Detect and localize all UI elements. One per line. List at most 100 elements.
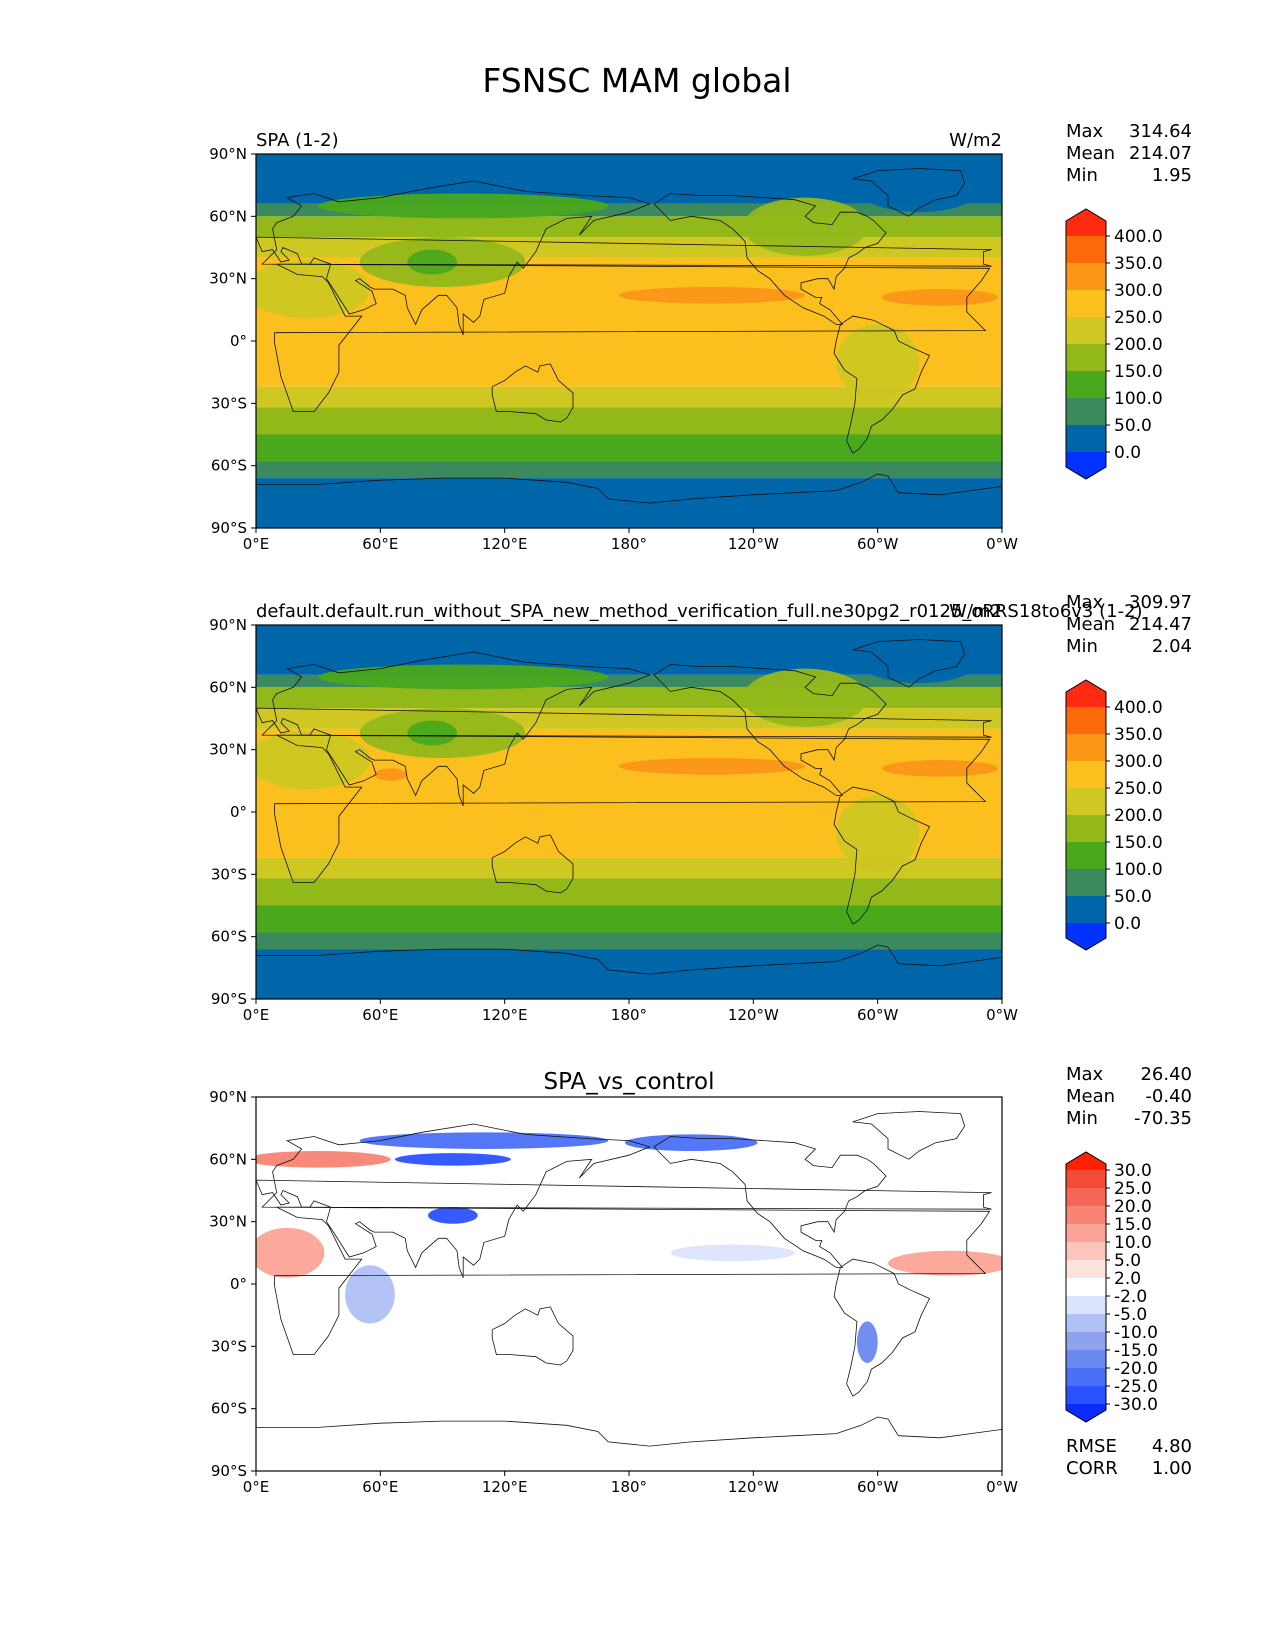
n-atlantic-max: [881, 760, 998, 777]
map-coastline: [852, 168, 966, 217]
y-tick-label: 30°N: [209, 741, 247, 759]
field-band: [256, 878, 1002, 906]
colorbar-label: 50.0: [1114, 887, 1152, 907]
sahara-field: [256, 730, 370, 790]
stat-label: Mean: [1066, 614, 1115, 635]
x-tick-label: 120°W: [728, 1478, 779, 1496]
map-coastline: [653, 664, 887, 796]
map-field: [256, 154, 1002, 528]
colorbar-segment: [1066, 263, 1106, 290]
siberia-field: [318, 664, 609, 690]
colorbar-segment: [1066, 290, 1106, 317]
y-tick-label: 90°S: [211, 1462, 247, 1480]
x-tick-label: 180°: [611, 535, 647, 553]
panel-left-title: SPA (1-2): [256, 130, 339, 151]
colorbar-segment: [1066, 761, 1106, 788]
colorbar-label: 350.0: [1114, 725, 1163, 745]
y-tick-label: 60°N: [209, 1150, 247, 1168]
map-field: [256, 1097, 1002, 1471]
colorbar-segment: [1066, 896, 1106, 923]
x-tick-label: 0°W: [986, 1006, 1018, 1024]
colorbar-segment: [1066, 344, 1106, 371]
colorbar-extend-bottom: [1066, 1404, 1106, 1422]
sahara-field: [256, 259, 370, 319]
map-coastline: [833, 1258, 931, 1397]
colorbar-segment: [1066, 1350, 1106, 1368]
extra-stat-label: CORR: [1066, 1458, 1118, 1479]
colorbar-extend-top: [1066, 209, 1106, 236]
map-coastline: [653, 1136, 887, 1268]
stat-label: Min: [1066, 1108, 1098, 1129]
canada-field: [742, 197, 868, 256]
field-band: [256, 932, 1002, 950]
colorbar-segment: [1066, 842, 1106, 869]
colorbar-segment: [1066, 1296, 1106, 1314]
colorbar-segment: [1066, 1206, 1106, 1224]
greenland-field: [861, 641, 978, 684]
x-tick-label: 0°W: [986, 1478, 1018, 1496]
x-tick-label: 0°E: [243, 535, 270, 553]
field-band: [256, 949, 1002, 999]
field-band: [256, 216, 1002, 238]
map-coastline: [491, 834, 574, 894]
y-tick-label: 90°S: [211, 519, 247, 537]
stat-value: 314.64: [1129, 121, 1192, 142]
y-tick-label: 60°S: [211, 457, 247, 475]
colorbar-label: 400.0: [1114, 227, 1163, 247]
x-tick-label: 0°E: [243, 1478, 270, 1496]
colorbar-segment: [1066, 1188, 1106, 1206]
panel-ref: 0°E 60°E 120°E 180° 120°W 60°W 0°W 90°N 60°N 30°N…: [209, 592, 1192, 1024]
stat-value: 2.04: [1152, 636, 1192, 657]
stat-label: Max: [1066, 121, 1104, 142]
pacific-diff: [670, 1244, 795, 1262]
stat-label: Max: [1066, 592, 1104, 613]
colorbar-label: -5.0: [1114, 1305, 1147, 1325]
y-tick-label: 0°: [230, 1275, 247, 1293]
colorbar-segment: [1066, 425, 1106, 452]
colorbar-outline: [1065, 1151, 1107, 1423]
x-tick-label: 120°E: [482, 535, 528, 553]
colorbar-label: -15.0: [1114, 1341, 1158, 1361]
andes-diff: [856, 1321, 878, 1363]
field-band: [256, 905, 1002, 933]
stat-label: Min: [1066, 165, 1098, 186]
colorbar-label: 20.0: [1114, 1197, 1152, 1217]
africa-diff: [256, 1227, 325, 1278]
y-tick-label: 60°S: [211, 1400, 247, 1418]
colorbar-segment: [1066, 1260, 1106, 1278]
colorbar-label: 300.0: [1114, 281, 1163, 301]
x-tick-label: 120°E: [482, 1006, 528, 1024]
asia-diff: [394, 1153, 511, 1166]
colorbar-segment: [1066, 398, 1106, 425]
field-band: [256, 857, 1002, 879]
y-tick-label: 90°N: [209, 145, 247, 163]
colorbar-label: 30.0: [1114, 1161, 1152, 1181]
map-coastline: [833, 315, 931, 454]
field-band: [256, 386, 1002, 408]
atlantic-diff: [888, 1250, 1002, 1276]
map-coastline: [833, 786, 931, 925]
panel-diff: 0°E 60°E 120°E 180° 120°W 60°W 0°W 90°N 60°N 30°N…: [209, 1064, 1192, 1496]
map-coastline: [491, 363, 574, 423]
field-band: [256, 687, 1002, 709]
colorbar-label: -30.0: [1114, 1395, 1158, 1415]
x-tick-label: 60°E: [362, 1478, 398, 1496]
colorbar-segment: [1066, 236, 1106, 263]
x-tick-label: 180°: [611, 1006, 647, 1024]
colorbar-label: 5.0: [1114, 1251, 1141, 1271]
tibet-diff: [427, 1207, 478, 1224]
y-tick-label: 30°N: [209, 1213, 247, 1231]
x-tick-label: 0°W: [986, 535, 1018, 553]
colorbar-label: 10.0: [1114, 1233, 1152, 1253]
n-pacific-max: [618, 286, 806, 304]
field-band: [256, 434, 1002, 462]
amazon-field: [836, 324, 920, 400]
arabian-max: [374, 768, 408, 781]
colorbar: 30.025.020.015.010.05.02.0-2.0-5.0-10.0-…: [1065, 1151, 1158, 1423]
y-tick-label: 30°S: [211, 394, 247, 412]
stat-value: -70.35: [1134, 1108, 1192, 1129]
colorbar-segment: [1066, 371, 1106, 398]
colorbar-segment: [1066, 1314, 1106, 1332]
colorbar-label: 2.0: [1114, 1269, 1141, 1289]
